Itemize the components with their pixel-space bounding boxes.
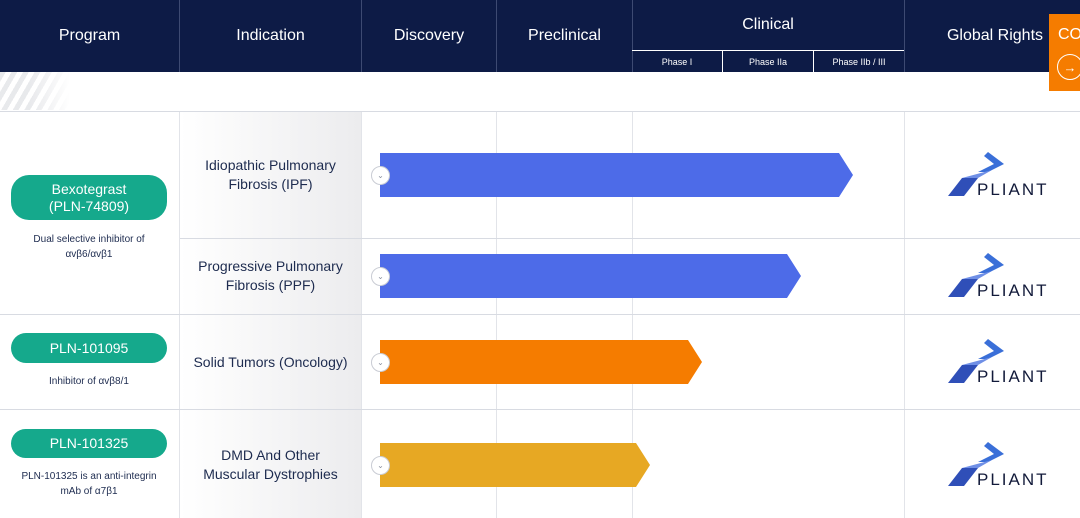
arrow-right-icon: →	[1057, 54, 1080, 80]
pliant-mark-icon	[948, 253, 1004, 297]
header-phase-1: Phase I	[661, 56, 693, 67]
pliant-logo: PLIANT	[948, 253, 1048, 307]
indication-cell-bg	[180, 238, 361, 314]
pliant-logo: PLIANT	[948, 442, 1048, 496]
program-description: Inhibitor of αvβ8/1	[49, 376, 129, 387]
progress-bar-fill	[380, 340, 702, 384]
indication-ipf: Idiopathic Pulmonary Fibrosis (IPF)	[205, 157, 336, 192]
indication-dmd: DMD And Other Muscular Dystrophies	[203, 447, 338, 482]
progress-bar-ipf[interactable]	[380, 153, 900, 197]
header-program: Program	[58, 27, 121, 44]
pliant-mark-icon	[948, 152, 1004, 196]
pipeline-header: Program Indication Discovery Preclinical…	[0, 0, 1080, 72]
indication-cell-bg	[180, 314, 361, 409]
program-pill-bexotegrast[interactable]: Bexotegrast (PLN-74809)	[11, 175, 167, 220]
chevron-down-icon[interactable]: ⌄	[371, 456, 390, 475]
progress-bar-fill	[380, 254, 801, 298]
header-global-rights: Global Rights	[946, 27, 1044, 44]
chevron-down-icon[interactable]: ⌄	[371, 166, 390, 185]
header-discovery: Discovery	[393, 27, 465, 44]
rights-holder: PLIANT	[977, 180, 1049, 199]
chevron-down-icon[interactable]: ⌄	[371, 267, 390, 286]
program-code: (PLN-74809)	[48, 197, 130, 214]
header-preclinical: Preclinical	[528, 27, 601, 44]
program-description: Dual selective inhibitor of αvβ6/αvβ1	[33, 234, 145, 260]
header-phase-2a: Phase IIa	[748, 56, 788, 67]
progress-bar-fill	[380, 153, 853, 197]
contact-label: CO	[1058, 26, 1080, 43]
pliant-mark-icon	[948, 442, 1004, 486]
indication-ppf: Progressive Pulmonary Fibrosis (PPF)	[198, 258, 343, 293]
contact-button[interactable]: CO →	[1049, 14, 1080, 91]
rights-holder: PLIANT	[977, 281, 1049, 300]
progress-bar-dmd[interactable]	[380, 443, 900, 487]
chevron-down-icon[interactable]: ⌄	[371, 353, 390, 372]
program-description: PLN-101325 is an anti-integrin mAb of α7…	[21, 471, 157, 497]
program-name: PLN-101325	[49, 435, 129, 451]
program-name: Bexotegrast	[51, 180, 127, 197]
pliant-logo: PLIANT	[948, 152, 1048, 206]
program-pill-pln-101095[interactable]: PLN-101095	[11, 333, 167, 363]
progress-bar-ppf[interactable]	[380, 254, 900, 298]
indication-cell-bg	[180, 409, 361, 518]
indication-cell-bg	[180, 111, 361, 238]
header-phase-2b-3: Phase IIb / III	[832, 56, 886, 67]
progress-bar-fill	[380, 443, 650, 487]
header-indication: Indication	[236, 27, 305, 44]
header-clinical: Clinical	[742, 16, 794, 33]
program-name: PLN-101095	[49, 339, 129, 356]
program-pill-pln-101325[interactable]: PLN-101325	[11, 429, 167, 458]
rights-holder: PLIANT	[977, 470, 1049, 489]
pliant-logo: PLIANT	[948, 339, 1048, 393]
rights-holder: PLIANT	[977, 367, 1049, 386]
indication-solid-tumors: Solid Tumors (Oncology)	[193, 353, 348, 370]
pliant-mark-icon	[948, 339, 1004, 383]
progress-bar-solid-tumors[interactable]	[380, 340, 900, 384]
